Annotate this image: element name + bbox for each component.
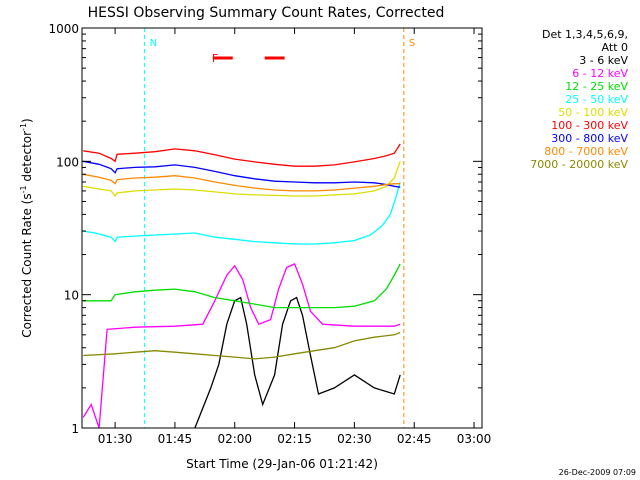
flare-label: F xyxy=(212,52,218,65)
series-line-2 xyxy=(83,263,401,309)
series-line-1 xyxy=(82,263,401,429)
legend-entry-7: 800 - 7000 keV xyxy=(544,145,628,158)
y-axis-label: Corrected Count Rate (s-1 detector-1) xyxy=(19,118,34,337)
marker-label-S: S xyxy=(409,38,415,49)
legend-entry-2: 12 - 25 keV xyxy=(565,80,628,93)
y-tick-label: 1 xyxy=(71,422,79,436)
x-tick-label: 02:15 xyxy=(277,432,312,446)
legend-entry-5: 100 - 300 keV xyxy=(551,119,628,132)
series-line-8 xyxy=(83,331,401,360)
legend-entry-3: 25 - 50 keV xyxy=(565,93,628,106)
series-line-4 xyxy=(83,161,401,198)
legend-entry-4: 50 - 100 keV xyxy=(558,106,628,119)
legend-entry-1: 6 - 12 keV xyxy=(572,67,628,80)
legend-title-line-1: Det 1,3,4,5,6,9, xyxy=(542,28,628,41)
series-line-3 xyxy=(83,181,401,245)
x-ticks: 01:30 01:45 02:00 02:15 02:30 02:45 03:00 xyxy=(98,28,492,446)
x-tick-label: 02:00 xyxy=(217,432,252,446)
timestamp: 26-Dec-2009 07:09 xyxy=(559,468,636,477)
x-tick-label: 03:00 xyxy=(457,432,492,446)
legend-entry-6: 300 - 800 keV xyxy=(551,132,628,145)
y-tick-label: 10 xyxy=(64,289,79,303)
x-tick-label: 01:45 xyxy=(158,432,193,446)
y-tick-label: 1000 xyxy=(48,22,79,36)
series-line-5 xyxy=(83,143,401,167)
legend-entry-8: 7000 - 20000 keV xyxy=(530,158,628,171)
x-tick-label: 02:45 xyxy=(397,432,432,446)
y-ticks: 1 10 100 1000 xyxy=(48,22,482,436)
series-line-7 xyxy=(83,173,401,192)
marker-label-N: N xyxy=(150,38,157,49)
x-axis-label: Start Time (29-Jan-06 01:21:42) xyxy=(186,457,378,471)
legend-entry-0: 3 - 6 keV xyxy=(579,54,628,67)
x-tick-label: 02:30 xyxy=(337,432,372,446)
chart-title: HESSI Observing Summary Count Rates, Cor… xyxy=(88,5,445,21)
series-line-6 xyxy=(83,160,401,188)
plot-frame xyxy=(81,27,483,429)
y-tick-label: 100 xyxy=(56,155,79,169)
legend-title-line-2: Att 0 xyxy=(602,41,628,54)
series-line-0 xyxy=(194,296,401,429)
x-tick-label: 01:30 xyxy=(98,432,133,446)
